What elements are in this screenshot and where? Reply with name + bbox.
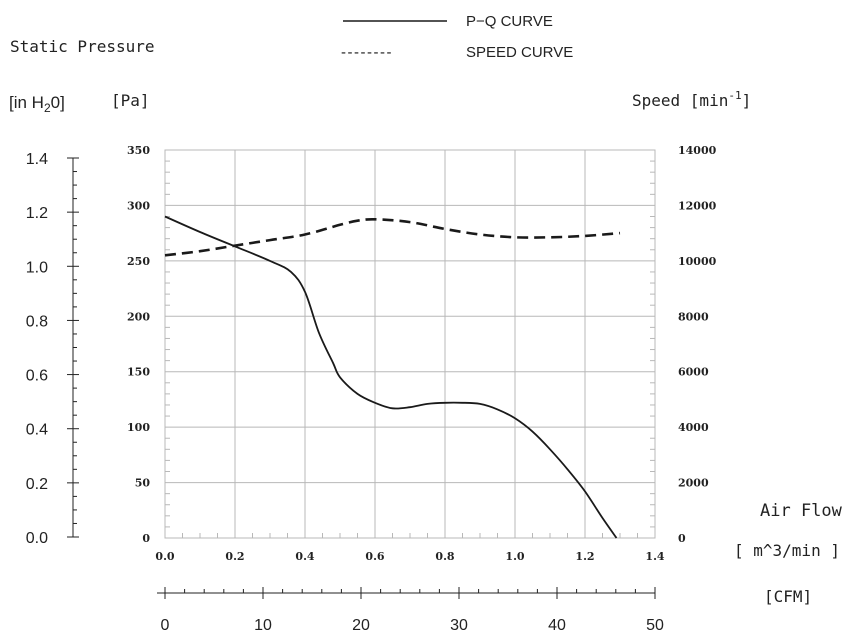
air-flow-label: Air Flow (760, 501, 843, 521)
pa-tick-label: 250 (127, 255, 150, 268)
speed-curve-line (164, 217, 621, 257)
pa-tick-label: 100 (127, 421, 150, 434)
series (164, 215, 621, 539)
cfm-tick-label: 20 (352, 617, 370, 633)
m3min-label: [ m^3/min ] (734, 541, 840, 560)
cfm-tick-label: 40 (548, 617, 566, 633)
cfm-tick-label: 30 (450, 617, 468, 633)
pa-tick-label: 350 (127, 144, 150, 157)
m3min-tick-label: 1.4 (645, 550, 664, 563)
static-pressure-label: Static Pressure (10, 37, 155, 56)
inh2o-tick-label: 1.2 (26, 205, 48, 222)
pa-label: [Pa] (111, 91, 150, 110)
cfm-tick-label: 50 (646, 617, 664, 633)
speed-tick-label: 6000 (678, 366, 709, 379)
inh2o-tick-label: 1.4 (26, 151, 48, 168)
speed-tick-label: 14000 (678, 144, 717, 157)
plot-frame (164, 149, 656, 539)
inh2o-tick-label: 0.0 (26, 530, 48, 547)
legend-speed-swatch: -------- (341, 44, 393, 61)
legend-speed-label: SPEED CURVE (466, 44, 573, 61)
speed-tick-label: 8000 (678, 310, 709, 323)
inh2o-tick-label: 0.6 (26, 368, 48, 385)
m3min-tick-label: 1.2 (575, 550, 594, 563)
inh2o-tick-label: 1.0 (26, 259, 48, 276)
m3min-tick-label: 0.2 (225, 550, 244, 563)
speed-tick-label: 2000 (678, 477, 709, 490)
pa-tick-label: 200 (127, 310, 150, 323)
minor-ticks (165, 160, 655, 538)
grid (67, 149, 656, 599)
cfm-tick-label: 0 (161, 617, 170, 633)
tick-labels: 0501001502002503003500200040006000800010… (26, 144, 717, 633)
speed-tick-label: 0 (678, 532, 686, 545)
in-h2o-label: [in H20] (9, 93, 65, 115)
speed-tick-label: 10000 (678, 255, 717, 268)
speed-tick-label: 4000 (678, 421, 709, 434)
m3min-tick-label: 0.8 (435, 550, 454, 563)
m3min-tick-label: 0.4 (295, 550, 314, 563)
pa-tick-label: 50 (135, 477, 151, 490)
pa-tick-label: 0 (142, 532, 150, 545)
m3min-tick-label: 0.6 (365, 550, 384, 563)
cfm-label: [CFM] (764, 587, 812, 606)
m3min-tick-label: 1.0 (505, 550, 524, 563)
m3min-tick-label: 0.0 (155, 550, 174, 563)
pa-tick-label: 300 (127, 199, 150, 212)
legend: P−Q CURVE -------- SPEED CURVE (341, 13, 573, 61)
pq-curve-line (164, 215, 618, 539)
inh2o-tick-label: 0.4 (26, 422, 48, 439)
speed-tick-label: 12000 (678, 199, 717, 212)
pa-tick-label: 150 (127, 366, 150, 379)
cfm-tick-label: 10 (254, 617, 272, 633)
legend-pq-label: P−Q CURVE (466, 13, 553, 30)
inh2o-tick-label: 0.8 (26, 313, 48, 330)
speed-label: Speed [min-1] (632, 89, 751, 110)
inh2o-tick-label: 0.2 (26, 476, 48, 493)
